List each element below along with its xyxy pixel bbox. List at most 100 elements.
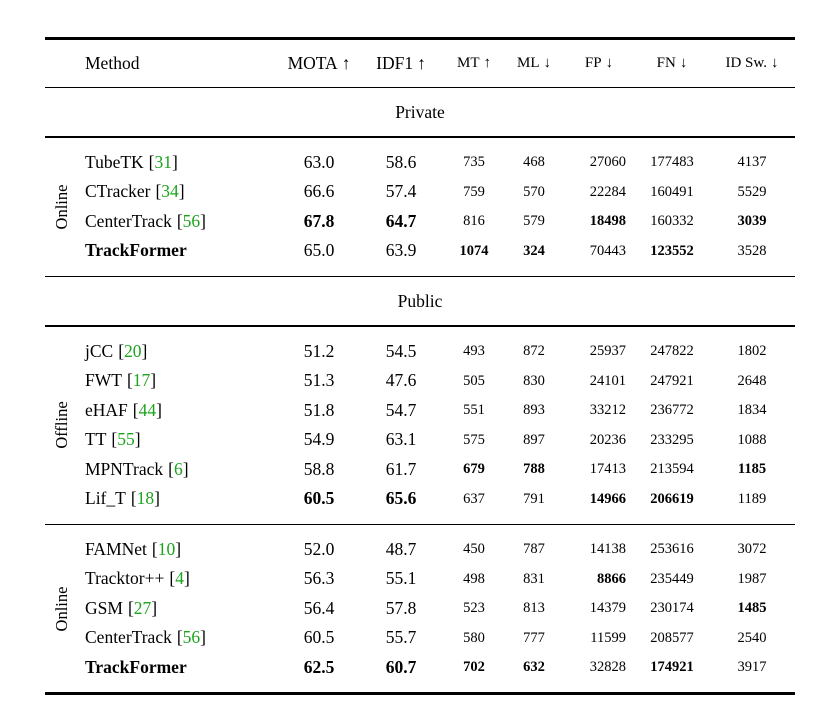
bracket-open: [ xyxy=(126,370,133,391)
metric-value: 177483 xyxy=(650,154,694,171)
bracket-open: [ xyxy=(176,210,183,231)
section-title: Private xyxy=(395,101,445,122)
table-row: TubeTK [31] 63.0 58.6 735 468 27060 177483 4137 xyxy=(79,148,795,178)
citation-link[interactable]: [34] xyxy=(155,181,184,201)
group-label-text: Offline xyxy=(52,401,71,449)
citation-link[interactable]: [56] xyxy=(177,627,206,647)
method-name: MPNTrack xyxy=(85,458,164,479)
metric-value: 48.7 xyxy=(385,538,417,559)
citation-link[interactable]: [4] xyxy=(169,568,189,588)
metric-value: 206619 xyxy=(650,490,694,507)
metric-value: 324 xyxy=(523,242,545,259)
metric-value: 830 xyxy=(523,372,545,389)
section-rule xyxy=(45,136,795,138)
col-header-ml: ML ↓ xyxy=(505,56,563,71)
section-rule xyxy=(45,325,795,327)
metric-value: 17413 xyxy=(589,461,626,478)
method-cell: FWT [17] xyxy=(79,370,279,390)
down-arrow-icon: ↓ xyxy=(605,55,614,71)
citation-link[interactable]: [27] xyxy=(128,598,157,618)
up-arrow-icon: ↑ xyxy=(483,55,492,71)
metric-value: 51.8 xyxy=(303,399,335,420)
section-rule xyxy=(45,275,795,278)
citation-link[interactable]: [44] xyxy=(133,400,162,420)
metric-value: 2540 xyxy=(737,629,767,646)
bracket-open: [ xyxy=(151,538,158,559)
metric-value: 1485 xyxy=(737,600,767,617)
citation-number: 4 xyxy=(175,568,184,589)
bracket-open: [ xyxy=(118,340,125,361)
bottom-rule xyxy=(45,692,795,696)
group-label-text: Online xyxy=(52,586,71,632)
metric-value: 208577 xyxy=(650,629,694,646)
metric-value: 5529 xyxy=(737,183,767,200)
metric-value: 51.2 xyxy=(303,340,335,361)
down-arrow-icon: ↓ xyxy=(679,55,688,71)
citation-link[interactable]: [17] xyxy=(127,370,156,390)
bracket-close: ] xyxy=(200,627,206,648)
citation-number: 6 xyxy=(173,458,183,479)
method-name: jCC xyxy=(85,340,114,361)
metric-value: 51.3 xyxy=(303,370,335,391)
metric-value: 580 xyxy=(463,629,485,646)
results-table: Method MOTA ↑ IDF1 ↑ MT ↑ ML ↓ FP ↓ FN ↓ ID Sw… xyxy=(45,37,795,696)
method-cell: TubeTK [31] xyxy=(79,152,279,172)
metric-value: 579 xyxy=(523,213,545,230)
method-name: TrackFormer xyxy=(85,656,187,677)
metric-value: 1802 xyxy=(737,343,767,360)
metric-value: 788 xyxy=(523,461,545,478)
table-row: CTracker [34] 66.6 57.4 759 570 22284 160491 552… xyxy=(79,177,795,207)
citation-link[interactable]: [56] xyxy=(177,211,206,231)
metric-value: 236772 xyxy=(650,402,694,419)
metric-value: 831 xyxy=(523,570,545,587)
col-header-fn-label: FN xyxy=(656,55,676,71)
metric-value: 22284 xyxy=(589,183,626,200)
metric-value: 498 xyxy=(463,570,485,587)
metric-value: 247921 xyxy=(650,372,694,389)
metric-value: 468 xyxy=(523,154,545,171)
citation-link[interactable]: [10] xyxy=(152,539,181,559)
metric-value: 24101 xyxy=(589,372,626,389)
citation-number: 31 xyxy=(154,151,173,172)
metric-value: 52.0 xyxy=(303,538,335,559)
metric-value: 56.4 xyxy=(303,597,335,618)
metric-value: 3039 xyxy=(737,213,767,230)
metric-value: 1185 xyxy=(737,461,767,478)
metric-value: 637 xyxy=(463,490,485,507)
citation-link[interactable]: [6] xyxy=(168,459,188,479)
bracket-open: [ xyxy=(148,151,155,172)
metric-value: 1987 xyxy=(737,570,767,587)
citation-link[interactable]: [20] xyxy=(118,341,147,361)
bracket-close: ] xyxy=(183,568,190,589)
citation-link[interactable]: [18] xyxy=(131,488,160,508)
citation-link[interactable]: [31] xyxy=(149,152,178,172)
citation-number: 34 xyxy=(161,181,179,202)
metric-value: 65.0 xyxy=(303,240,335,261)
metric-value: 791 xyxy=(523,490,545,507)
metric-value: 1189 xyxy=(737,490,767,507)
bracket-close: ] xyxy=(178,181,185,202)
table-row: CenterTrack [56] 60.5 55.7 580 777 11599 208577… xyxy=(79,623,795,653)
group-rows: jCC [20] 51.2 54.5 493 872 25937 247822 1802 FWT[… xyxy=(79,337,795,514)
method-cell: Lif_T [18] xyxy=(79,488,279,508)
metric-value: 63.1 xyxy=(385,429,417,450)
metric-value: 1834 xyxy=(737,402,767,419)
method-cell: TrackFormer xyxy=(79,242,279,260)
method-name: GSM xyxy=(85,597,123,618)
metric-value: 60.5 xyxy=(303,488,335,509)
metric-value: 57.8 xyxy=(385,597,417,618)
citation-link[interactable]: [55] xyxy=(111,429,140,449)
bracket-open: [ xyxy=(130,488,137,509)
table-row: TT [55] 54.9 63.1 575 897 20236 233295 1088 xyxy=(79,425,795,455)
col-header-fp: FP ↓ xyxy=(563,56,635,71)
metric-value: 702 xyxy=(463,659,485,676)
metric-value: 123552 xyxy=(650,242,694,259)
bracket-close: ] xyxy=(200,210,206,231)
method-group: Offline jCC [20] 51.2 54.5 493 872 25937 247822 1… xyxy=(45,327,795,524)
method-group: Online FAMNet [10] 52.0 48.7 450 787 14138 25361… xyxy=(45,525,795,693)
table-row: eHAF [44] 51.8 54.7 551 893 33212 236772 1834 xyxy=(79,396,795,426)
method-cell: TT [55] xyxy=(79,429,279,449)
metric-value: 872 xyxy=(523,343,545,360)
group-rotated-label: Online xyxy=(45,535,79,683)
